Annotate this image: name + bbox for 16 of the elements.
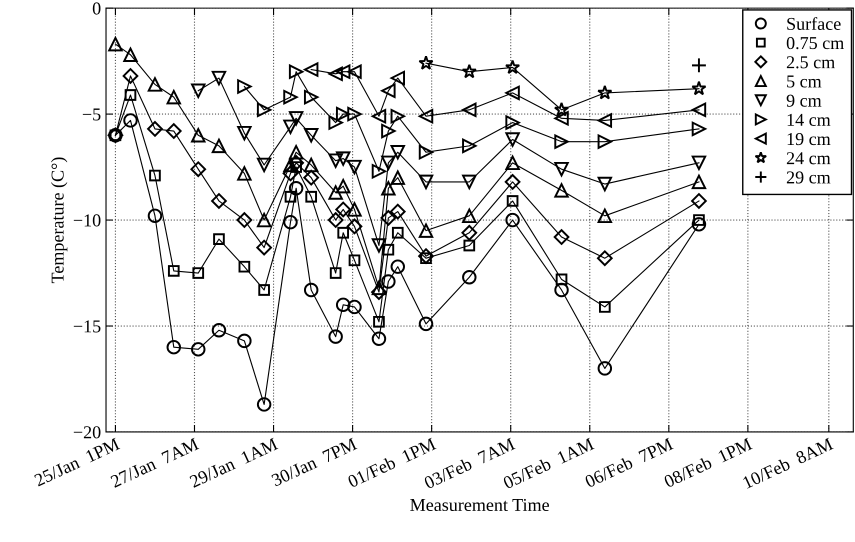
y-tick-label: 0	[92, 2, 100, 15]
y-tick-label: −10	[74, 214, 100, 226]
x-axis-title: Measurement Time	[410, 498, 549, 512]
legend-label: 29 cm	[786, 171, 830, 184]
legend-label: 5 cm	[787, 76, 822, 88]
legend-label: 24 cm	[786, 152, 830, 164]
y-tick-label: −20	[74, 426, 100, 438]
legend-label: 14 cm	[788, 114, 830, 126]
legend-label: 0.75 cm	[786, 36, 844, 50]
legend-label: Surface	[787, 17, 841, 30]
legend-label: 19 cm	[788, 132, 830, 146]
y-tick-label: −5	[82, 108, 100, 121]
legend-label: 2.5 cm	[786, 56, 835, 68]
legend-label: 9 cm	[786, 94, 822, 107]
y-tick-label: −15	[74, 320, 100, 332]
y-axis-title: Temperature (C°)	[50, 157, 68, 284]
